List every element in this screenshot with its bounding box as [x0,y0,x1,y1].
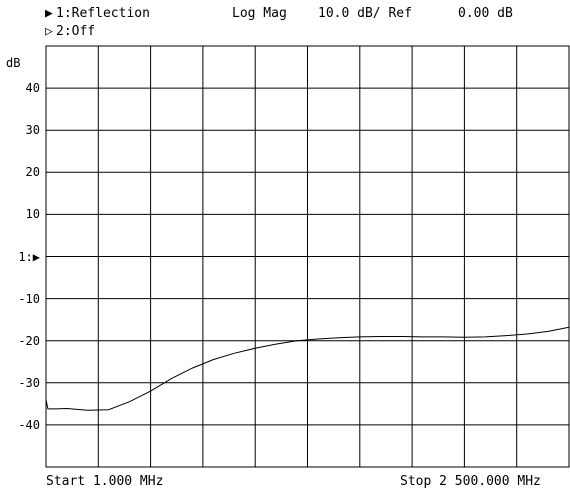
channel2-label: 2:Off [56,24,96,39]
y-tick-label: 1:▶ [18,249,40,264]
y-tick-label: 30 [25,123,40,138]
format-label: Log Mag [232,6,287,21]
y-tick-label: 10 [25,207,40,222]
y-tick-label: 20 [25,165,40,180]
stop-frequency: Stop 2 500.000 MHz [400,474,541,489]
y-tick-label: -20 [18,333,40,348]
y-tick-label: 40 [25,81,40,96]
ref-value: 0.00 dB [458,6,513,21]
y-tick-label: -40 [18,417,40,432]
y-tick-label: -10 [18,291,40,306]
channel1-marker: ▶ [45,6,53,21]
traces [45,326,570,411]
trace-line-1 [45,326,570,411]
y-axis-unit: dB [6,56,21,70]
channel2-marker: ▷ [45,24,53,39]
y-tick-label: -30 [18,375,40,390]
channel1-label: 1:Reflection [56,6,150,21]
grid [46,46,569,467]
scale-label: 10.0 dB/ Ref [318,6,412,21]
start-frequency: Start 1.000 MHz [46,474,164,489]
